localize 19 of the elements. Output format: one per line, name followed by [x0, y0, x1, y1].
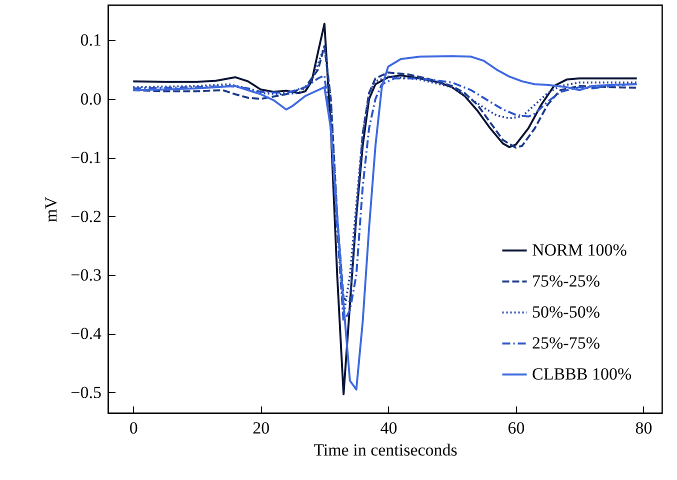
x-tick-label: 40	[380, 418, 398, 438]
y-tick-label: −0.4	[70, 324, 102, 344]
legend-label: 25%-75%	[532, 334, 600, 352]
x-tick-label: 20	[252, 418, 270, 438]
legend-label: NORM 100%	[532, 240, 627, 260]
legend-label: CLBBB 100%	[532, 364, 632, 384]
x-tick-label: 0	[129, 418, 138, 438]
y-tick-label: 0.0	[80, 89, 102, 108]
x-tick-label: 80	[635, 418, 652, 438]
legend-label: 75%-25%	[532, 272, 600, 290]
y-tick-label: −0.1	[70, 148, 102, 168]
y-axis-title: mV	[42, 196, 61, 222]
y-tick-label: −0.3	[70, 266, 102, 285]
y-tick-label: −0.5	[70, 382, 102, 402]
y-tick-label: 0.1	[80, 30, 102, 50]
y-tick-label: −0.2	[70, 206, 102, 226]
legend-label: 50%-50%	[532, 302, 600, 322]
x-axis-title: Time in centiseconds	[314, 440, 458, 460]
x-tick-label: 60	[508, 418, 525, 438]
